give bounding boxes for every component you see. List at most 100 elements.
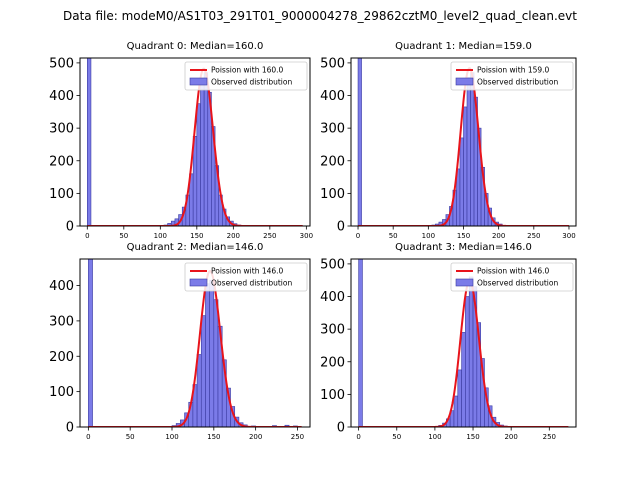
- legend: Poission with 146.0 Observed distribution: [184, 262, 308, 292]
- quadrant-panel: Quadrant 0: Median=160.00100200300400500…: [49, 41, 313, 240]
- histogram-bar: [465, 296, 470, 427]
- histogram-bar: [200, 82, 205, 226]
- y-tick-label: 300: [49, 314, 74, 329]
- legend-box: [450, 61, 574, 91]
- poisson-curve: [358, 67, 569, 226]
- histogram-bars: [87, 58, 245, 226]
- legend-curve-label: Poission with 146.0: [211, 267, 284, 276]
- histogram-bar: [466, 77, 471, 226]
- y-tick-label: 100: [320, 187, 345, 202]
- x-tick-label: 100: [422, 232, 435, 240]
- legend-observed-label: Observed distribution: [477, 279, 558, 288]
- legend-box: [450, 262, 574, 292]
- x-tick-label: 150: [207, 433, 220, 441]
- x-tick-label: 50: [126, 433, 135, 441]
- y-tick-label: 200: [320, 154, 345, 169]
- histogram-bar: [358, 259, 363, 427]
- panel-title: Quadrant 0: Median=160.0: [127, 41, 264, 52]
- legend-bar-swatch: [455, 77, 474, 86]
- axes-frame: [79, 258, 311, 428]
- y-tick-label: 500: [49, 56, 74, 71]
- poisson-curve: [87, 67, 303, 226]
- y-tick-label: 0: [66, 421, 74, 436]
- y-tick-label: 400: [49, 89, 74, 104]
- panel-title: Quadrant 1: Median=159.0: [395, 41, 532, 52]
- x-tick-label: 200: [227, 232, 240, 240]
- quadrant-panel: Quadrant 1: Median=159.00100200300400500…: [320, 41, 577, 240]
- histogram-bar: [468, 276, 474, 427]
- y-tick-label: 0: [66, 220, 74, 235]
- y-tick-label: 100: [320, 388, 345, 403]
- histogram-bar: [87, 58, 92, 226]
- x-tick-label: 50: [119, 232, 128, 240]
- histogram-bar: [463, 106, 468, 226]
- x-tick-label: 250: [543, 433, 556, 441]
- histogram-bar: [200, 315, 206, 427]
- y-tick-label: 100: [49, 385, 74, 400]
- x-tick-label: 150: [466, 433, 479, 441]
- legend-observed-label: Observed distribution: [477, 78, 558, 87]
- y-tick-label: 200: [49, 154, 74, 169]
- histogram-bar: [453, 395, 459, 427]
- legend-observed-label: Observed distribution: [211, 78, 292, 87]
- legend: Poission with 146.0 Observed distribution: [450, 262, 574, 292]
- y-tick-label: 200: [320, 355, 345, 370]
- histogram-bar: [213, 299, 219, 427]
- histogram-bar: [459, 137, 464, 226]
- y-tick-label: 400: [320, 290, 345, 305]
- x-tick-label: 0: [356, 232, 360, 240]
- x-tick-label: 100: [165, 433, 178, 441]
- x-tick-label: 250: [527, 232, 540, 240]
- x-tick-label: 0: [86, 433, 90, 441]
- histogram-bar: [209, 279, 215, 427]
- y-tick-label: 100: [49, 187, 74, 202]
- quadrant-panel: Quadrant 2: Median=146.0 0 100 200 300 400 0 50…: [49, 242, 311, 441]
- poisson-curve: [358, 279, 569, 427]
- legend: Poission with 160.0 Observed distribution: [184, 61, 308, 91]
- x-tick-label: 100: [428, 433, 441, 441]
- x-tick-label: 50: [392, 433, 401, 441]
- axes-frame: [79, 57, 311, 227]
- x-tick-label: 250: [263, 232, 276, 240]
- y-tick-label: 0: [337, 220, 345, 235]
- x-tick-label: 0: [85, 232, 89, 240]
- panel-title: Quadrant 2: Median=146.0: [127, 242, 264, 253]
- panel-title: Quadrant 3: Median=146.0: [395, 242, 532, 253]
- legend-box: [184, 262, 308, 292]
- x-tick-label: 300: [300, 232, 313, 240]
- legend-observed-label: Observed distribution: [211, 279, 292, 288]
- legend-bar-swatch: [189, 77, 208, 86]
- y-tick-label: 400: [320, 89, 345, 104]
- histogram-bar: [457, 369, 462, 427]
- legend-bar-swatch: [455, 278, 474, 287]
- x-tick-label: 200: [492, 232, 505, 240]
- x-tick-label: 50: [389, 232, 398, 240]
- x-tick-label: 0: [356, 433, 360, 441]
- y-tick-label: 200: [49, 350, 74, 365]
- legend-curve-label: Poission with 159.0: [477, 66, 550, 75]
- x-tick-label: 150: [457, 232, 470, 240]
- axes-frame: [350, 258, 577, 428]
- y-tick-label: 500: [320, 56, 345, 71]
- histogram-bar: [470, 72, 475, 226]
- legend: Poission with 159.0 Observed distribution: [450, 61, 574, 91]
- legend-curve-label: Poission with 146.0: [477, 267, 550, 276]
- histogram-bar: [357, 58, 362, 226]
- histogram-bar: [205, 283, 210, 427]
- panels: Quadrant 0: Median=160.00100200300400500…: [49, 41, 577, 441]
- y-tick-label: 300: [320, 122, 345, 137]
- poisson-curve: [88, 270, 302, 427]
- quadrant-panel: Quadrant 3: Median=146.00100200300400500…: [320, 242, 577, 441]
- x-tick-label: 200: [504, 433, 517, 441]
- y-tick-label: 400: [49, 279, 74, 294]
- x-tick-label: 150: [190, 232, 203, 240]
- legend-bar-swatch: [189, 278, 208, 287]
- histogram-bar: [203, 72, 209, 226]
- y-tick-label: 300: [49, 122, 74, 137]
- y-tick-label: 300: [320, 323, 345, 338]
- x-tick-label: 250: [291, 433, 304, 441]
- y-tick-label: 0: [337, 421, 345, 436]
- histogram-bars: [358, 259, 516, 427]
- legend-box: [184, 61, 308, 91]
